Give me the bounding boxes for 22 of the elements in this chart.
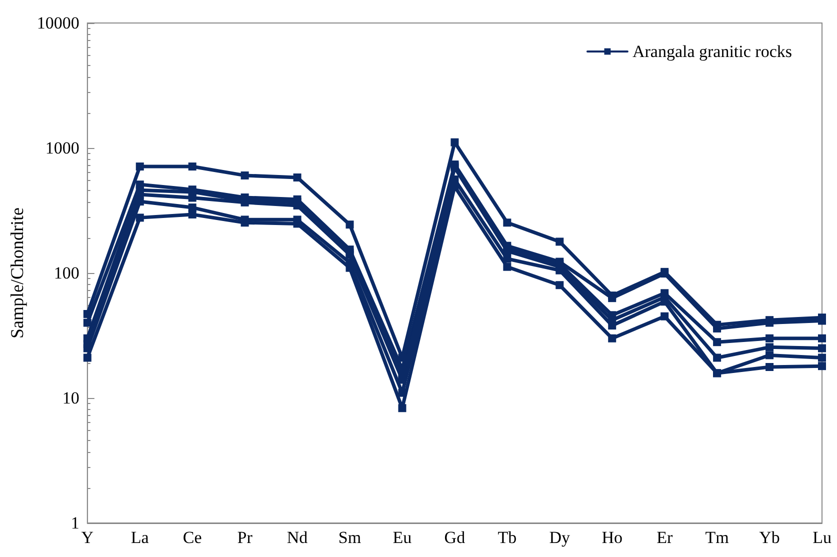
x-tick-label: Nd	[286, 528, 308, 547]
x-tick-label: Lu	[812, 528, 832, 547]
x-tick-label: Eu	[392, 528, 412, 547]
x-tick-label: Dy	[549, 528, 571, 547]
legend-label: Arangala granitic rocks	[632, 42, 792, 61]
x-tick-label: Er	[656, 528, 673, 547]
x-tick-label: Y	[81, 528, 94, 547]
x-tick-label: Gd	[444, 528, 466, 547]
y-tick-label: 10000	[36, 14, 80, 32]
y-tick-label: 1	[70, 514, 80, 532]
y-tick-label: 10	[62, 388, 80, 408]
y-tick-label: 1000	[45, 138, 80, 158]
y-axis-title: Sample/Chondrite	[7, 208, 27, 338]
x-tick-label: Tb	[498, 528, 517, 547]
x-tick-label: La	[130, 528, 150, 547]
y-tick-label: 100	[54, 264, 80, 282]
x-tick-label: Pr	[237, 528, 253, 547]
x-tick-label: Yb	[759, 528, 780, 547]
x-tick-label: Tm	[705, 528, 729, 547]
x-tick-label: Sm	[338, 528, 362, 547]
x-tick-label: Ho	[602, 528, 623, 547]
x-tick-label: Ce	[182, 528, 202, 547]
